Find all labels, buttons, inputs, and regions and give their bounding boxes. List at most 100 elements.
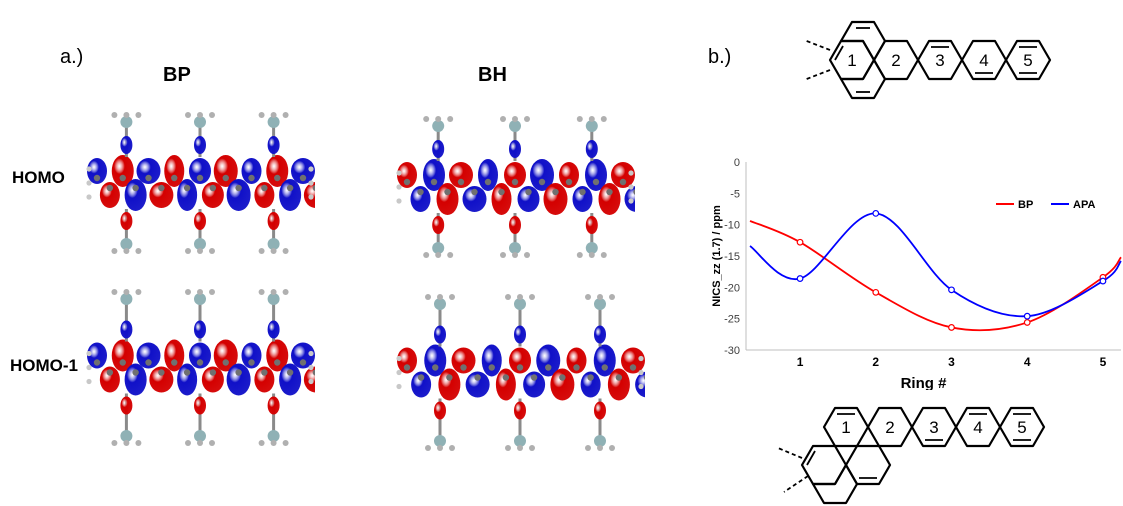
x-tick-label: 5 [1100, 355, 1107, 369]
hydrogen-atom [258, 289, 265, 295]
silicon-atom [585, 242, 598, 254]
orbital-lobe [267, 136, 280, 154]
carbon-atom [312, 184, 315, 192]
hydrogen-atom [270, 112, 277, 118]
bottom-ring-label-1: 1 [841, 418, 850, 437]
orbital-lobe [279, 363, 302, 396]
orbital-lobe [491, 183, 512, 215]
hydrogen-atom [209, 112, 215, 118]
bottom-ring-label-3: 3 [929, 418, 938, 437]
hydrogen-atom [517, 445, 523, 451]
carbon-atom [457, 178, 465, 186]
hydrogen-atom [197, 440, 203, 446]
carbon-atom [93, 174, 101, 182]
silicon-atom [120, 238, 133, 250]
silicon-atom [585, 120, 598, 132]
hydrogen-atom [449, 294, 455, 300]
orbital-lobe [194, 212, 206, 230]
orbital-lobe [266, 339, 289, 372]
orbital-lobe [411, 371, 432, 398]
silicon-atom [594, 435, 606, 447]
orbital-lobe [594, 325, 606, 344]
orbital-lobe [266, 155, 289, 187]
orbital-lobe [267, 212, 280, 230]
orbital-lobe [410, 186, 431, 212]
hydrogen-atom [308, 378, 314, 385]
hydrogen-atom [185, 248, 191, 254]
hydrogen-atom [585, 445, 591, 451]
carbon-atom [565, 178, 573, 186]
hydrogen-atom [512, 116, 518, 122]
bottom-ring-label-5: 5 [1017, 418, 1026, 437]
carbon-atom [471, 188, 478, 196]
orbital-lobe [291, 342, 315, 369]
data-point-bp [872, 288, 880, 296]
orbital-lobe [111, 155, 134, 187]
carbon-atom [619, 178, 627, 186]
hydrogen-atom [396, 355, 402, 362]
data-point-bp [796, 238, 804, 246]
orbital-lobe [291, 158, 315, 184]
hydrogen-atom [185, 440, 191, 446]
orbital-lobe [241, 158, 262, 184]
carbon-atom [209, 369, 217, 376]
orbital-lobe [543, 183, 568, 215]
carbon-atom [601, 364, 608, 371]
carbon-atom [633, 189, 635, 195]
hydrogen-atom [308, 194, 314, 200]
hydrogen-atom [258, 248, 265, 254]
silicon-atom [514, 298, 526, 310]
orbital-lobe [164, 339, 185, 372]
hydrogen-atom [308, 180, 314, 186]
hydrogen-atom [449, 445, 455, 451]
y-tick-label: -10 [724, 220, 740, 232]
top-ring-label-1: 1 [847, 51, 856, 70]
orbital-lobe [213, 339, 238, 372]
orbital-lobe [462, 186, 487, 212]
carbon-atom [106, 184, 114, 192]
hydrogen-atom [270, 289, 277, 295]
carbon-atom [538, 178, 546, 186]
orbital-lobe [594, 401, 606, 420]
y-tick-label: -5 [730, 188, 740, 200]
hydrogen-atom [270, 440, 277, 446]
silicon-atom [514, 435, 526, 447]
data-point-bp [948, 324, 955, 331]
orbital-lobe [120, 136, 133, 154]
carbon-atom [145, 174, 152, 182]
carbon-atom [592, 178, 600, 186]
data-point-apa [1023, 312, 1031, 320]
carbon-atom [430, 178, 438, 186]
silicon-atom [509, 242, 521, 254]
orbital-lobe [449, 162, 473, 188]
orbital-lobe [120, 320, 133, 339]
hydrogen-atom [628, 184, 634, 190]
carbon-atom [274, 174, 281, 182]
orbital-lobe [536, 344, 561, 377]
hydrogen-atom [123, 289, 130, 295]
orbital-lobe [523, 371, 546, 398]
orbital-lobe [194, 396, 206, 415]
hydrogen-atom [282, 289, 289, 295]
orbital-lobe [177, 363, 198, 396]
orbital-lobe [481, 344, 502, 377]
orbital-lobe [87, 342, 107, 369]
carbon-atom [474, 374, 481, 381]
orbital-lobe [572, 186, 593, 212]
hydrogen-atom [185, 289, 191, 295]
hydrogen-atom [258, 112, 265, 118]
orbital-lobe [226, 363, 251, 396]
carbon-atom [196, 174, 204, 182]
orbital-lobe [424, 344, 447, 377]
orbital-lobe [241, 342, 262, 369]
carbon-atom [615, 374, 623, 381]
hydrogen-atom [396, 369, 402, 376]
hydrogen-atom [308, 364, 314, 371]
carbon-atom [446, 374, 453, 381]
orbital-lobe [120, 212, 133, 230]
carbon-atom [183, 184, 191, 192]
hydrogen-atom [135, 440, 142, 446]
x-tick-label: 3 [948, 355, 955, 369]
hydrogen-atom [135, 112, 142, 118]
carbon-atom [417, 188, 424, 196]
